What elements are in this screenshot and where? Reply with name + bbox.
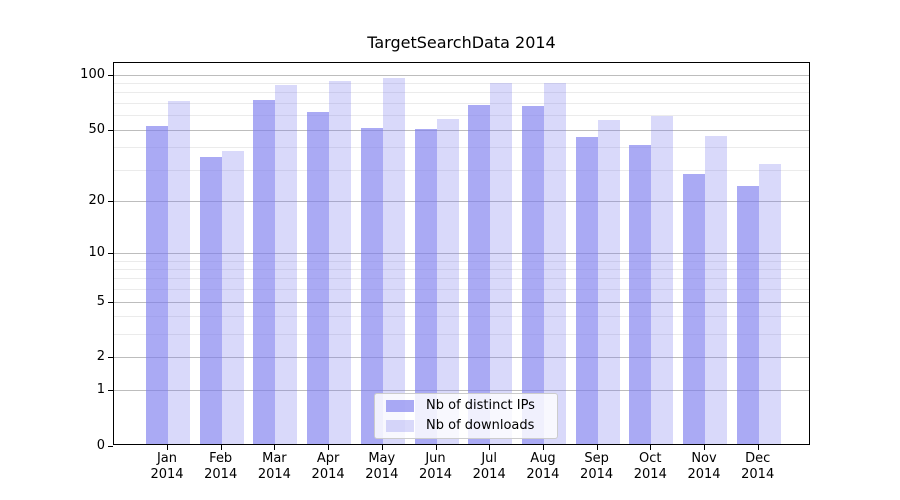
x-tick-label-feb: Feb 2014 — [204, 451, 238, 482]
x-tick-label-jul: Jul 2014 — [472, 451, 506, 482]
bar-downloads-feb — [221, 150, 244, 444]
x-tick-mark — [381, 445, 383, 450]
minor-gridline — [114, 103, 809, 105]
bar-distinct-ips-jan — [146, 126, 168, 444]
bar-downloads-mar — [275, 85, 298, 444]
minor-gridline — [114, 115, 809, 117]
minor-gridline — [114, 334, 809, 336]
y-tick-label: 2 — [96, 349, 105, 365]
y-tick-mark — [108, 301, 113, 303]
major-gridline — [114, 129, 809, 131]
bar-downloads-dec — [758, 164, 781, 444]
minor-gridline — [114, 316, 809, 318]
bar-downloads-oct — [651, 116, 674, 444]
bar-distinct-ips-jun — [414, 129, 437, 444]
x-tick-mark — [328, 445, 330, 450]
bar-distinct-ips-may — [360, 127, 383, 444]
y-tick-label: 10 — [88, 244, 105, 260]
x-tick-mark — [274, 445, 276, 450]
x-tick-mark — [650, 445, 652, 450]
y-tick-mark — [108, 200, 113, 202]
major-gridline — [114, 74, 809, 76]
major-gridline — [114, 252, 809, 254]
legend-entry-downloads: Nb of downloads — [386, 418, 557, 435]
bar-downloads-may — [382, 78, 405, 444]
x-tick-mark — [542, 445, 544, 450]
y-tick-label: 0 — [96, 437, 105, 453]
x-tick-label-oct: Oct 2014 — [633, 451, 667, 482]
x-tick-label-dec: Dec 2014 — [741, 451, 775, 482]
major-gridline — [114, 357, 809, 359]
legend-swatch-downloads — [386, 420, 414, 432]
minor-gridline — [114, 92, 809, 94]
bar-downloads-jul — [490, 83, 513, 444]
minor-gridline — [114, 147, 809, 149]
y-tick-mark — [108, 129, 113, 131]
y-tick-mark — [108, 74, 113, 76]
x-tick-mark — [435, 445, 437, 450]
minor-gridline — [114, 289, 809, 291]
x-tick-label-nov: Nov 2014 — [687, 451, 721, 482]
y-tick-mark — [108, 389, 113, 391]
y-tick-label: 5 — [96, 293, 105, 309]
x-tick-label-apr: Apr 2014 — [311, 451, 345, 482]
x-tick-label-jun: Jun 2014 — [418, 451, 453, 482]
y-tick-mark — [108, 252, 113, 254]
bar-distinct-ips-dec — [736, 186, 759, 444]
bar-distinct-ips-mar — [253, 100, 276, 444]
bar-downloads-aug — [543, 83, 566, 444]
bar-distinct-ips-sep — [575, 137, 598, 444]
bar-downloads-nov — [705, 135, 727, 444]
bar-distinct-ips-oct — [629, 144, 652, 444]
major-gridline — [114, 301, 809, 303]
minor-gridline — [114, 268, 809, 270]
x-tick-mark — [489, 445, 491, 450]
bar-downloads-jun — [436, 118, 459, 444]
y-tick-label: 1 — [96, 381, 105, 397]
x-tick-label-sep: Sep 2014 — [580, 451, 614, 482]
y-tick-mark — [108, 445, 113, 447]
bar-distinct-ips-jul — [468, 104, 491, 444]
x-tick-label-jan: Jan 2014 — [150, 451, 184, 482]
x-tick-mark — [596, 445, 598, 450]
x-tick-label-mar: Mar 2014 — [257, 451, 291, 482]
minor-gridline — [114, 260, 809, 262]
x-tick-mark — [704, 445, 705, 450]
minor-gridline — [114, 278, 809, 280]
x-tick-label-aug: Aug 2014 — [526, 451, 560, 482]
legend-label-downloads: Nb of downloads — [426, 418, 535, 433]
legend-label-distinct-ips: Nb of distinct IPs — [426, 398, 535, 413]
bar-downloads-apr — [329, 80, 352, 444]
minor-gridline — [114, 169, 809, 171]
y-tick-label: 100 — [80, 66, 105, 82]
y-tick-mark — [108, 357, 113, 359]
bar-distinct-ips-aug — [521, 106, 544, 444]
x-tick-mark — [757, 445, 759, 450]
legend-swatch-distinct-ips — [386, 400, 414, 412]
bar-downloads-jan — [168, 101, 190, 444]
legend-entry-distinct-ips: Nb of distinct IPs — [386, 398, 557, 415]
y-tick-label: 50 — [88, 121, 105, 137]
plot-area: Nb of distinct IPs Nb of downloads — [113, 62, 810, 445]
minor-gridline — [114, 83, 809, 85]
x-tick-label-may: May 2014 — [365, 451, 399, 482]
chart-title: TargetSearchData 2014 — [367, 33, 556, 52]
major-gridline — [114, 389, 809, 391]
x-tick-mark — [220, 445, 222, 450]
y-tick-label: 20 — [88, 192, 105, 208]
bar-distinct-ips-feb — [199, 157, 222, 444]
bar-downloads-sep — [597, 120, 620, 444]
bar-distinct-ips-nov — [683, 174, 705, 444]
x-tick-mark — [167, 445, 168, 450]
major-gridline — [114, 200, 809, 202]
bar-distinct-ips-apr — [307, 112, 330, 444]
legend: Nb of distinct IPs Nb of downloads — [374, 393, 558, 439]
